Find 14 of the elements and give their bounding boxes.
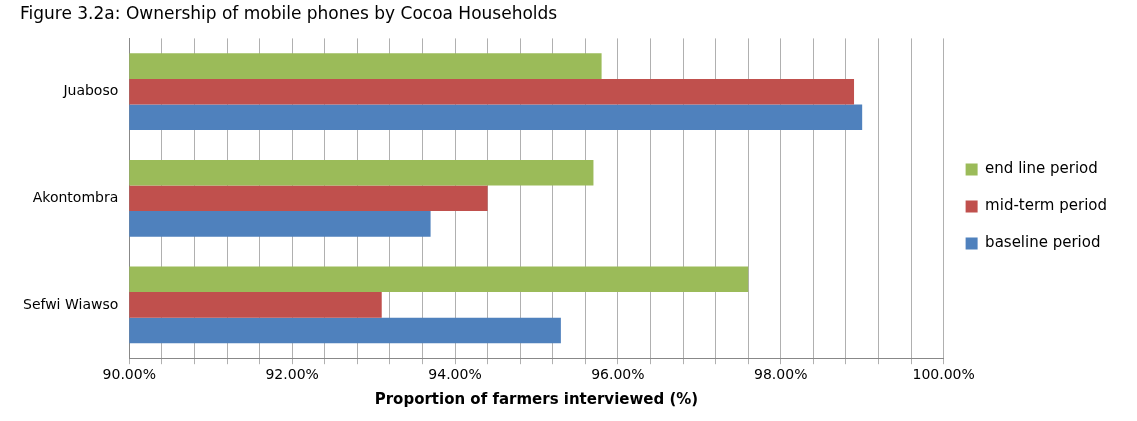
x-axis-title: Proportion of farmers interviewed (%) <box>374 389 699 408</box>
legend-label: baseline period <box>985 233 1101 252</box>
x-tick-label: 94.00% <box>428 366 482 383</box>
x-tick-label: 96.00% <box>591 366 645 383</box>
x-tick-label: 100.00% <box>912 366 975 383</box>
x-tick-label: 98.00% <box>754 366 808 383</box>
y-tick-label: Akontombra <box>32 188 119 205</box>
chart-title: Figure 3.2a: Ownership of mobile phones by Cocoa Households <box>20 2 558 23</box>
legend-label: mid-term period <box>985 196 1107 215</box>
y-tick-label: Juaboso <box>62 82 119 99</box>
x-tick-label: 92.00% <box>265 366 319 383</box>
x-tick-label: 90.00% <box>102 366 156 383</box>
y-tick-label: Sefwi Wiawso <box>22 295 119 312</box>
legend-label: end line period <box>985 159 1098 178</box>
